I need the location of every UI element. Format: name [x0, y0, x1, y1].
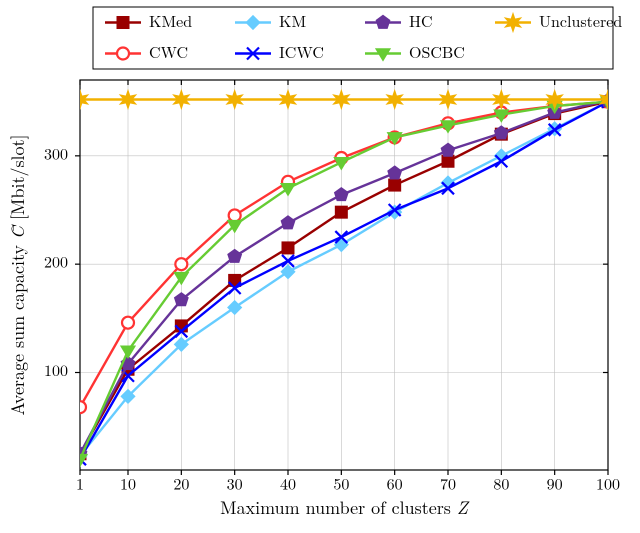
legend-label-OSCBC: OSCBC — [409, 40, 465, 63]
x-tick-label: 60 — [387, 471, 403, 494]
chart-container: 1 10 20 30 40 50 60 70 80 90 100 100 200 300 Maximum n… — [0, 0, 640, 533]
y-tick-label: 300 — [44, 141, 68, 164]
legend-label-HC: HC — [409, 9, 433, 32]
legend-label-KMed: KMed — [149, 9, 192, 32]
x-tick-label: 80 — [493, 471, 509, 494]
legend-label-Unclustered: Unclustered — [539, 9, 622, 32]
x-tick-label: 40 — [280, 471, 296, 494]
x-tick-label: 10 — [120, 471, 136, 494]
y-axis-label: Average sum capacity C̄ [Mbit/slot] — [5, 134, 30, 415]
legend-label-KM: KM — [279, 9, 306, 32]
x-tick-label: 20 — [173, 471, 189, 494]
y-tick-label: 100 — [44, 358, 68, 381]
legend-label-CWC: CWC — [149, 40, 188, 63]
x-tick-label: 70 — [440, 471, 456, 494]
x-tick-label: 30 — [227, 471, 243, 494]
x-tick-label: 100 — [596, 471, 620, 494]
x-tick-label: 1 — [76, 471, 84, 494]
x-tick-label: 90 — [547, 471, 563, 494]
capacity-vs-clusters-chart: 1 10 20 30 40 50 60 70 80 90 100 100 200 300 Maximum n… — [0, 0, 640, 533]
x-axis-label: Maximum number of clusters Z — [220, 495, 470, 520]
x-tick-label: 50 — [333, 471, 349, 494]
y-tick-label: 200 — [44, 250, 68, 273]
legend-label-ICWC: ICWC — [279, 40, 324, 63]
